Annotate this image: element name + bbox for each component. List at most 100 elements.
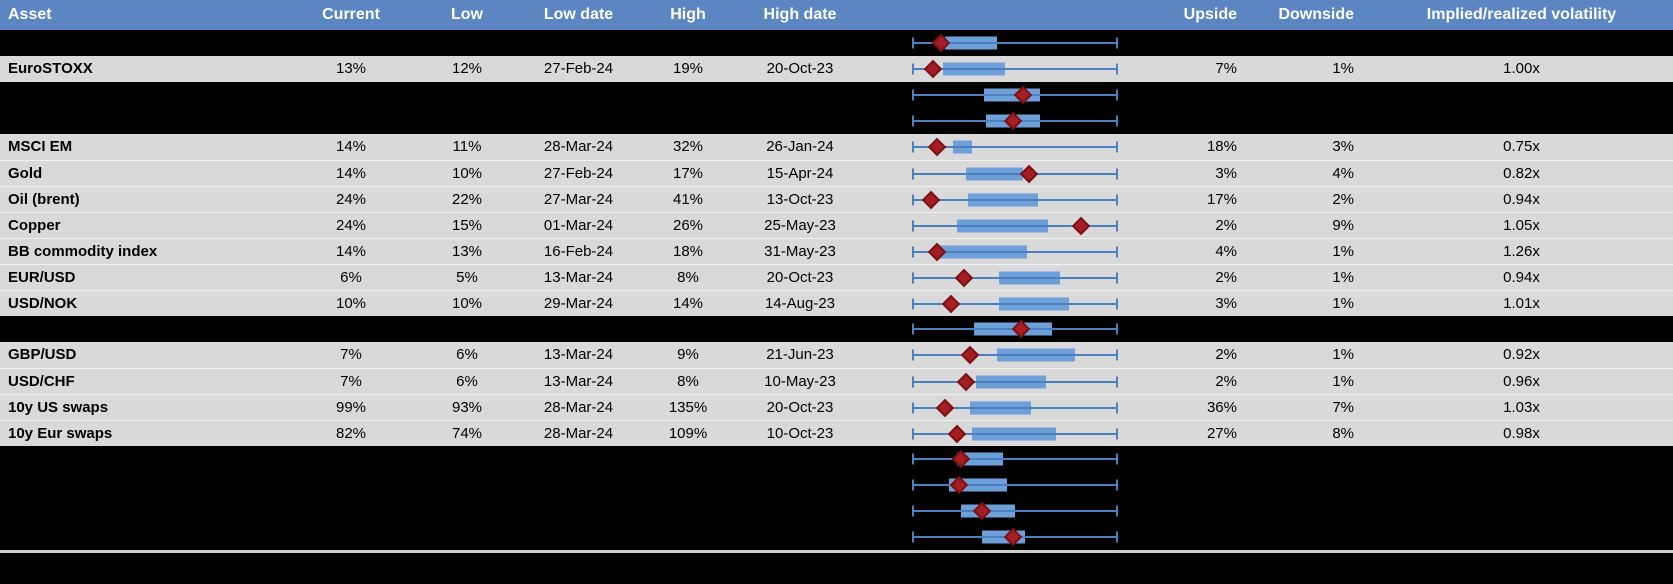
cell-low-date [512, 524, 645, 550]
cell-downside [1245, 498, 1370, 524]
cell-asset [0, 472, 280, 498]
cell-low-date: 29-Mar-24 [543, 295, 614, 312]
whisker-cap-left [912, 531, 914, 543]
cell-asset: USD/CHF [8, 373, 75, 390]
cell-upside [1145, 524, 1245, 550]
whisker-cap-left [912, 141, 914, 153]
cell-high: 8% [677, 373, 699, 390]
cell-high [645, 82, 731, 108]
cell-low: 93% [451, 399, 483, 416]
box-plot [912, 369, 1118, 394]
whisker-cap-right [1116, 349, 1118, 361]
cell-downside: 4% [1332, 165, 1354, 182]
cell-upside [1145, 472, 1245, 498]
cell-downside [1245, 472, 1370, 498]
box-plot-whisker [912, 68, 1118, 70]
cell-upside: 18% [1206, 138, 1237, 155]
cell-implied: 1.26x [1503, 243, 1540, 260]
table-row-usd-chf: USD/CHF 7% 6% 13-Mar-24 8% 10-May-23 2% 1% 0.96x [0, 368, 1673, 394]
cell-current: 82% [335, 425, 367, 442]
cell-upside [1145, 498, 1245, 524]
cell-chart [869, 213, 1145, 238]
cell-low-date: 27-Feb-24 [543, 165, 614, 182]
cell-chart [869, 187, 1145, 212]
cell-asset: Gold [8, 165, 43, 182]
table-row-hidden [0, 446, 1673, 472]
cell-upside: 3% [1215, 165, 1237, 182]
cell-asset [0, 446, 280, 472]
cell-implied: 0.75x [1503, 138, 1540, 155]
table-row-gold: Gold 14% 10% 27-Feb-24 17% 15-Apr-24 3% 4% 0.82x [0, 160, 1673, 186]
footer-bar [0, 550, 1673, 584]
cell-upside: 17% [1206, 191, 1237, 208]
whisker-cap-right [1116, 246, 1118, 257]
cell-low [422, 472, 512, 498]
box-plot [912, 421, 1118, 446]
cell-high-date [731, 524, 869, 550]
box-plot [912, 498, 1118, 524]
cell-chart [869, 316, 1145, 342]
cell-current [280, 446, 422, 472]
cell-current: 24% [335, 217, 367, 234]
cell-high-date [731, 316, 869, 342]
cell-high-date [731, 446, 869, 472]
whisker-cap-right [1116, 220, 1118, 231]
table-row-10y-us-swaps: 10y US swaps 99% 93% 28-Mar-24 135% 20-Oct-23… [0, 394, 1673, 420]
cell-current: 6% [340, 269, 362, 286]
cell-implied [1370, 446, 1673, 472]
cell-asset: Copper [8, 217, 61, 234]
cell-chart [869, 30, 1145, 56]
cell-chart [869, 134, 1145, 160]
cell-upside [1145, 446, 1245, 472]
cell-current: 14% [335, 165, 367, 182]
cell-chart [869, 524, 1145, 550]
box-plot-whisker [912, 302, 1118, 305]
cell-upside: 2% [1215, 373, 1237, 390]
cell-high: 19% [672, 60, 704, 77]
cell-high-date: 20-Oct-23 [766, 269, 834, 286]
cell-upside [1145, 82, 1245, 108]
cell-low-date [512, 498, 645, 524]
cell-asset: BB commodity index [8, 243, 158, 260]
cell-chart [869, 82, 1145, 108]
cell-downside: 7% [1332, 399, 1354, 416]
box-plot-whisker [912, 406, 1118, 409]
box-plot-whisker [912, 484, 1118, 486]
cell-chart [869, 342, 1145, 368]
whisker-cap-left [912, 453, 914, 465]
current-marker-diamond [923, 59, 942, 79]
box-plot-whisker [912, 510, 1118, 512]
cell-implied: 1.00x [1503, 60, 1540, 77]
cell-implied: 1.05x [1503, 217, 1540, 234]
cell-high [645, 524, 731, 550]
cell-downside [1245, 82, 1370, 108]
header-cell-low-date: Low date [543, 6, 614, 23]
cell-implied: 0.96x [1503, 373, 1540, 390]
cell-upside: 4% [1215, 243, 1237, 260]
cell-high: 14% [672, 295, 704, 312]
cell-implied: 0.94x [1503, 191, 1540, 208]
current-marker-diamond [954, 268, 973, 287]
table-body: EuroSTOXX 13% 12% 27-Feb-24 19% 20-Oct-23 7% 1%… [0, 30, 1673, 550]
cell-low-date: 28-Mar-24 [543, 138, 614, 155]
whisker-cap-left [912, 323, 914, 335]
cell-asset: EUR/USD [8, 269, 76, 286]
cell-implied: 0.94x [1503, 269, 1540, 286]
cell-low-date: 01-Mar-24 [543, 217, 614, 234]
table-row-hidden [0, 472, 1673, 498]
header-cell-asset: Asset [8, 6, 52, 23]
cell-implied [1370, 316, 1673, 342]
cell-high-date [731, 30, 869, 56]
cell-current [280, 30, 422, 56]
cell-low-date: 13-Mar-24 [543, 346, 614, 363]
whisker-cap-right [1116, 531, 1118, 543]
cell-chart [869, 265, 1145, 290]
current-marker-diamond [927, 137, 946, 157]
whisker-cap-left [912, 89, 914, 101]
cell-upside: 3% [1215, 295, 1237, 312]
whisker-cap-right [1116, 63, 1118, 75]
whisker-cap-left [912, 505, 914, 517]
cell-high-date: 20-Oct-23 [766, 399, 834, 416]
cell-implied: 1.01x [1503, 295, 1540, 312]
box-plot-whisker [912, 172, 1118, 175]
